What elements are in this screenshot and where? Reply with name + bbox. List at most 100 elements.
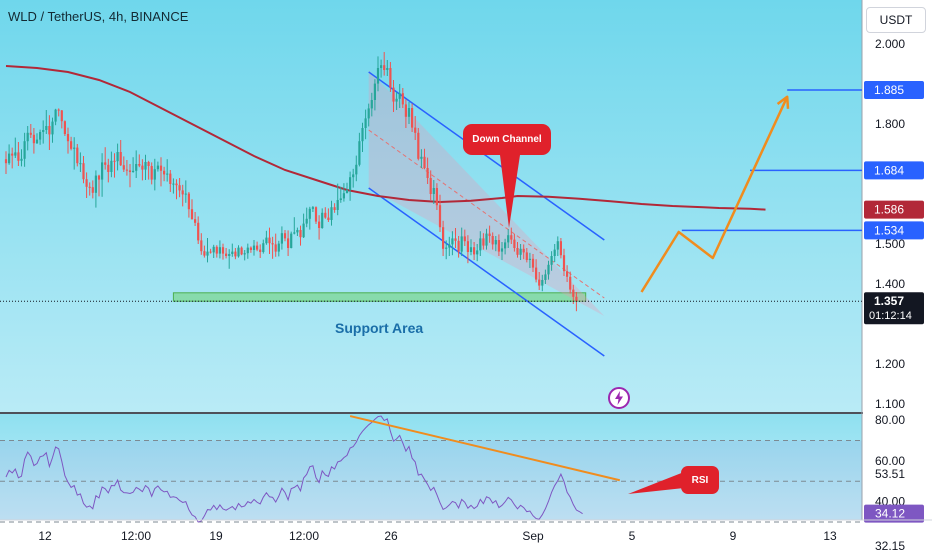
price-axis-background (863, 0, 932, 520)
candle-body (8, 153, 11, 164)
candle-body (333, 207, 336, 210)
candle-body (20, 158, 23, 161)
last-price-label: 1.357 (874, 294, 904, 308)
candle-body (380, 65, 383, 68)
candle-body (318, 221, 321, 228)
candle-body (256, 245, 259, 250)
candle-body (553, 249, 556, 256)
candle-body (550, 256, 553, 265)
candle-body (364, 118, 367, 128)
candle-body (544, 274, 547, 280)
candle-body (469, 247, 473, 252)
candle-body (178, 185, 181, 191)
candle-body (246, 247, 249, 254)
candle-body (488, 233, 491, 236)
candle-body (345, 190, 349, 194)
candle-body (395, 98, 398, 102)
candle-body (66, 134, 70, 142)
candle-body (104, 162, 107, 165)
candle-body (392, 87, 395, 102)
candle-body (293, 232, 296, 234)
candle-body (91, 187, 94, 193)
rsi-trendline (349, 415, 621, 482)
candle-body (528, 258, 531, 260)
candle-body (172, 183, 175, 185)
candle-body (39, 132, 42, 140)
moving-average-price-label-box (864, 200, 924, 219)
candle-body (438, 205, 442, 228)
candle-body (63, 121, 66, 134)
candle-body (144, 162, 147, 170)
candle-body (342, 193, 345, 199)
candle-body (190, 209, 194, 220)
candle-body (302, 223, 305, 238)
rsi-line (5, 415, 583, 523)
currency-selector-button[interactable]: USDT (866, 7, 926, 33)
candle-body (42, 130, 45, 132)
candle-body (181, 190, 184, 195)
candle-body (538, 279, 541, 286)
candle-body (321, 212, 324, 228)
candle-body (497, 240, 500, 252)
candle-body (383, 65, 386, 70)
time-tick-label: 9 (730, 529, 737, 543)
candle-body (194, 219, 197, 223)
candle-body (460, 236, 463, 252)
candle-body (519, 248, 522, 255)
time-tick-label: 19 (209, 529, 223, 543)
candle-body (575, 296, 578, 302)
time-tick-label: 12:00 (289, 529, 319, 543)
candle-body (221, 247, 225, 254)
chart-title: WLD / TetherUS, 4h, BINANCE (8, 9, 189, 24)
candle-body (271, 243, 274, 245)
lightning-bolt-icon[interactable] (607, 386, 631, 410)
down-channel-callout: Down Channel (463, 124, 551, 155)
candle-body (522, 248, 525, 253)
candle-body (197, 222, 200, 241)
candle-body (122, 165, 125, 170)
candle-body (432, 188, 435, 194)
candle-body (17, 152, 20, 161)
rsi-tick-label: 60.00 (875, 454, 905, 468)
candle-body (547, 264, 550, 275)
target-price-label: 1.684 (874, 163, 904, 177)
time-tick-label: 13 (823, 529, 837, 543)
moving-average-line (5, 65, 766, 211)
target-price-label: 1.885 (874, 83, 904, 97)
candle-body (54, 109, 57, 122)
candle-body (169, 173, 172, 184)
rsi-value-label-trend: 53.51 (875, 467, 905, 481)
support-zone (172, 292, 587, 302)
candle-body (290, 233, 293, 248)
candle-body (454, 238, 457, 241)
candle-body (29, 132, 32, 135)
candle-body (445, 247, 448, 249)
candle-body (82, 163, 85, 180)
projection-arrowhead (776, 95, 790, 109)
candle-body (277, 243, 280, 252)
candle-body (482, 238, 485, 246)
candle-body (76, 147, 79, 164)
candle-body (138, 164, 141, 166)
candle-body (119, 152, 122, 166)
last-price-box (864, 292, 924, 325)
candle-body (153, 169, 156, 180)
candle-body (110, 160, 113, 172)
candle-body (85, 179, 88, 187)
candle-body (513, 239, 516, 248)
candle-body (48, 126, 51, 135)
price-tick-label: 1.800 (875, 117, 905, 131)
candle-body (141, 165, 144, 170)
candle-body (507, 235, 510, 243)
candle-body (159, 165, 163, 171)
candle-body (225, 253, 228, 256)
candle-body (556, 241, 559, 250)
candle-body (268, 237, 271, 244)
time-tick-label: 12 (38, 529, 52, 543)
candle-body (4, 159, 8, 164)
candle-body (311, 207, 314, 209)
candle-body (485, 233, 488, 246)
candle-body (414, 127, 417, 133)
candle-body (184, 193, 187, 195)
